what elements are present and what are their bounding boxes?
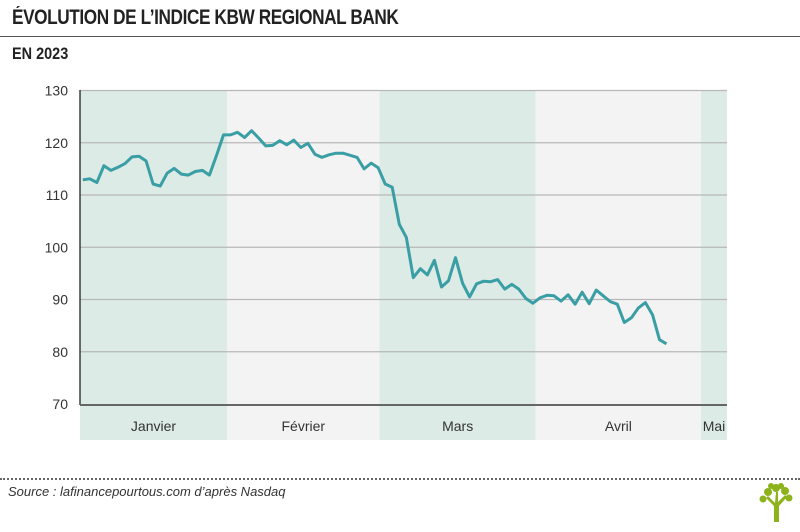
series-line-kbw bbox=[82, 129, 668, 346]
y-tick-label: 120 bbox=[45, 135, 69, 151]
month-band-1 bbox=[226, 90, 380, 440]
y-tick-label: 70 bbox=[52, 396, 68, 412]
footer-divider bbox=[0, 478, 800, 480]
month-band-0 bbox=[80, 90, 227, 440]
month-labels: Janvier Février Mars Avril Mai bbox=[131, 418, 725, 434]
title-divider bbox=[0, 36, 800, 37]
month-label: Mai bbox=[703, 418, 726, 434]
month-label: Mars bbox=[442, 418, 473, 434]
y-tick-label: 90 bbox=[52, 292, 68, 308]
chart-subtitle: EN 2023 bbox=[12, 44, 69, 63]
gridlines bbox=[80, 89, 727, 353]
tree-logo-icon bbox=[758, 482, 794, 527]
month-label: Février bbox=[282, 418, 326, 434]
line-chart: 70 80 90 100 110 120 130 Janvier Février Mars Avr… bbox=[45, 83, 727, 440]
chart-title: ÉVOLUTION DE L’INDICE KBW REGIONAL BANK bbox=[12, 6, 399, 29]
month-band-3 bbox=[535, 90, 701, 440]
month-label: Janvier bbox=[131, 418, 176, 434]
y-tick-label: 110 bbox=[46, 187, 69, 203]
source-note: Source : lafinancepourtous.com d’après N… bbox=[8, 484, 286, 499]
month-band-4 bbox=[700, 90, 727, 440]
y-axis-ticks: 70 80 90 100 110 120 130 bbox=[45, 83, 69, 413]
y-tick-label: 80 bbox=[52, 344, 68, 360]
month-label: Avril bbox=[605, 418, 632, 434]
y-tick-label: 100 bbox=[45, 239, 69, 255]
y-tick-label: 130 bbox=[45, 83, 69, 99]
